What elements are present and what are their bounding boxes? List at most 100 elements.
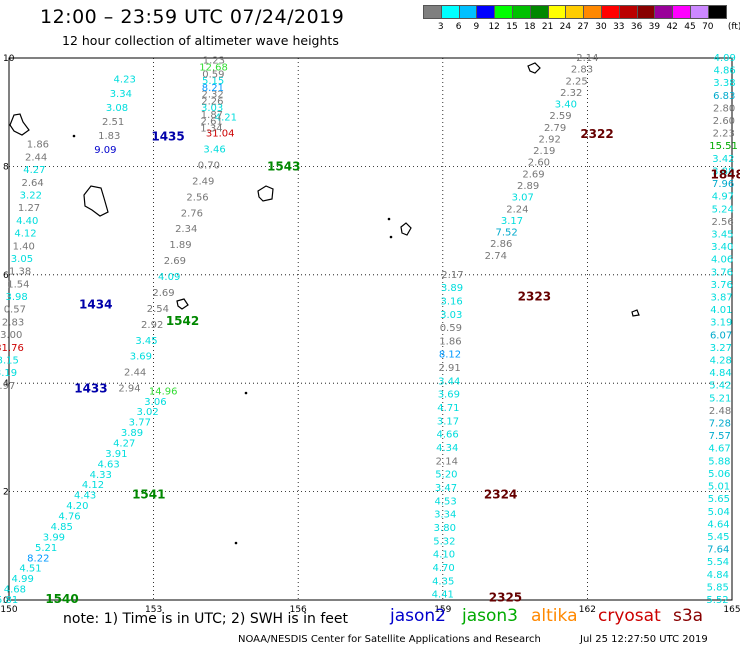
wave-height-value: 3.44 <box>438 376 460 387</box>
wave-height-value: 3.69 <box>438 390 460 401</box>
wave-height-value: 2.79 <box>544 123 566 134</box>
wave-height-value: 1.34 <box>200 123 222 134</box>
wave-height-value: 3.76 <box>711 267 733 278</box>
wave-height-value: 3.77 <box>129 418 151 429</box>
wave-height-value: 5.81 <box>0 595 18 606</box>
wave-height-value: 3.88 <box>712 166 734 177</box>
wave-height-value: 4.51 <box>19 564 41 575</box>
wave-height-value: 3.17 <box>501 216 523 227</box>
pass-time-label: 1543 <box>267 159 300 173</box>
color-scale-label: 45 <box>684 22 696 32</box>
wave-height-value: 2.44 <box>124 368 146 379</box>
wave-height-value: 3.22 <box>20 190 42 201</box>
plot-frame <box>8 57 733 601</box>
wave-height-value: 3.89 <box>441 283 463 294</box>
wave-height-value: 4.85 <box>51 522 73 533</box>
color-scale-label: 30 <box>595 22 607 32</box>
wave-height-value: 2.76 <box>181 208 203 219</box>
wave-height-value: 1.86 <box>439 336 461 347</box>
wave-height-value: 4.10 <box>433 550 455 561</box>
y-tick-label: 4 <box>3 379 9 389</box>
wave-height-value: 3.03 <box>440 310 462 321</box>
wave-height-value: 2.23 <box>713 129 735 140</box>
wave-height-value: 4.12 <box>82 480 104 491</box>
wave-height-value: 31.76 <box>0 343 24 354</box>
wave-height-value: 3.15 <box>0 356 19 367</box>
pass-time-label: 1433 <box>74 382 107 396</box>
wave-height-value: 3.46 <box>203 145 225 156</box>
wave-height-value: 3.34 <box>434 510 456 521</box>
wave-height-value: 2.51 <box>102 117 124 128</box>
wave-height-value: 1.83 <box>98 131 120 142</box>
wave-height-value: 2.44 <box>25 152 47 163</box>
wave-height-value: 2.32 <box>202 90 224 101</box>
island-outline <box>176 298 189 310</box>
wave-height-value: 2.19 <box>533 146 555 157</box>
y-tick-label: 0 <box>3 596 9 606</box>
wave-height-value: 2.86 <box>490 239 512 250</box>
wave-height-value: 31.04 <box>206 129 235 140</box>
wave-height-value: 5.65 <box>708 494 730 505</box>
wave-height-value: 5.88 <box>708 456 730 467</box>
island-dot <box>72 134 76 138</box>
wave-height-value: 3.08 <box>106 103 128 114</box>
island-outline <box>9 113 30 136</box>
wave-height-value: 3.98 <box>5 292 27 303</box>
wave-height-value: 3.00 <box>0 330 22 341</box>
color-scale-label: 39 <box>648 22 661 32</box>
wave-height-value: 2.64 <box>21 178 43 189</box>
wave-height-value: 3.34 <box>110 89 132 100</box>
wave-height-value: 0.57 <box>4 305 26 316</box>
wave-height-value: 2.54 <box>147 304 169 315</box>
wave-height-value: 3.99 <box>43 532 65 543</box>
wave-height-value: 3.19 <box>0 368 17 379</box>
wave-height-value: 2.97 <box>0 381 15 392</box>
color-scale-label: 12 <box>488 22 500 32</box>
wave-height-value: 4.86 <box>713 66 735 77</box>
wave-height-value: 2.14 <box>436 456 458 467</box>
wave-height-value: 2.89 <box>517 181 539 192</box>
color-scale-label: 36 <box>630 22 643 32</box>
wave-height-value: 7.52 <box>495 228 517 239</box>
wave-height-value: 2.94 <box>118 384 140 395</box>
wave-height-value: 4.53 <box>434 496 456 507</box>
wave-height-value: 5.52 <box>706 595 728 606</box>
wave-height-value: 2.14 <box>576 53 598 64</box>
x-tick-label: 153 <box>145 605 162 615</box>
wave-height-value: 2.92 <box>141 320 163 331</box>
wave-height-value: 2.92 <box>539 134 561 145</box>
wave-height-value: 12.68 <box>199 62 228 73</box>
wave-height-value: 4.12 <box>14 229 36 240</box>
wave-height-value: 4.28 <box>710 356 732 367</box>
x-tick-label: 165 <box>723 605 740 615</box>
wave-height-value: 3.38 <box>713 78 735 89</box>
wave-height-value: 3.40 <box>555 100 577 111</box>
color-scale-label: 18 <box>524 22 536 32</box>
wave-height-value: 3.89 <box>121 428 143 439</box>
wave-height-value: 4.66 <box>436 430 458 441</box>
y-tick-label: 2 <box>3 488 9 498</box>
wave-height-value: 3.19 <box>710 318 732 329</box>
wave-height-value: 3.06 <box>144 397 166 408</box>
pass-time-label: 2323 <box>518 289 551 303</box>
pass-time-label: 2325 <box>489 590 522 604</box>
wave-height-value: 7.57 <box>709 431 731 442</box>
pass-time-label: 1541 <box>132 487 165 501</box>
wave-height-value: 2.48 <box>709 406 731 417</box>
wave-height-value: 1.23 <box>203 56 225 67</box>
wave-height-value: 3.40 <box>711 242 733 253</box>
island-dot <box>387 217 391 221</box>
wave-height-value: 3.27 <box>710 343 732 354</box>
x-tick-label: 156 <box>290 605 307 615</box>
wave-height-value: 4.97 <box>712 192 734 203</box>
wave-height-value: 8.12 <box>439 350 461 361</box>
wave-height-value: 3.76 <box>711 280 733 291</box>
pass-time-label: 1540 <box>45 592 78 606</box>
timestamp-text: Jul 25 12:27:50 UTC 2019 <box>580 634 708 645</box>
wave-height-value: 3.87 <box>710 292 732 303</box>
wave-height-value: 4.70 <box>432 563 454 574</box>
wave-height-value: 3.05 <box>11 254 33 265</box>
wave-height-value: 4.68 <box>4 585 26 596</box>
page-subtitle: 12 hour collection of altimeter wave hei… <box>62 33 339 48</box>
